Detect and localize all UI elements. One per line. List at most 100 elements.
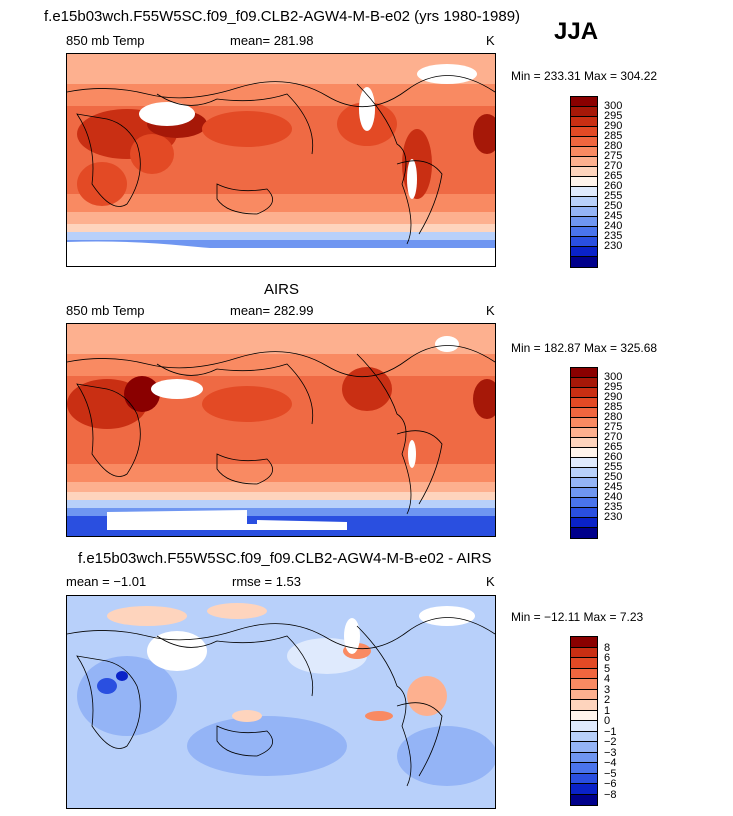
season-label: JJA [554,18,599,45]
cbar-label: 240 [604,491,623,503]
cbar-label: 250 [604,471,623,483]
colorbar-swatch [571,207,597,217]
colorbar-swatch [571,700,597,711]
panel3-colorbar [570,636,598,806]
cbar-label: 265 [604,170,623,182]
panel1-title: f.e15b03wch.F55W5SC.f09_f09.CLB2-AGW4-M-… [44,8,521,25]
cbar-label: −1 [604,726,617,738]
colorbar-swatch [571,147,597,157]
colorbar-swatch [571,197,597,207]
cbar-label: 4 [604,673,611,685]
panel1-colorbar [570,96,598,268]
colorbar-swatch [571,498,597,508]
colorbar-swatch [571,187,597,197]
colorbar-swatch [571,448,597,458]
colorbar-swatch [571,731,597,742]
cbar-label: 270 [604,431,623,443]
colorbar-swatch [571,710,597,721]
colorbar-swatch [571,742,597,753]
cbar-label: 260 [604,451,623,463]
colorbar-swatch [571,518,597,528]
cbar-label: 290 [604,120,623,132]
colorbar-swatch [571,763,597,774]
colorbar-swatch [571,752,597,763]
cbar-label: 245 [604,210,623,222]
cbar-label: 265 [604,441,623,453]
panel2-units-label: K [486,303,495,318]
cbar-label: 255 [604,190,623,202]
panel1-variable-label: 850 mb Temp [66,33,145,48]
colorbar-swatch [571,438,597,448]
panel1-map [66,53,496,267]
colorbar-swatch [571,217,597,227]
colorbar-swatch [571,478,597,488]
colorbar-swatch [571,157,597,167]
cbar-label: 255 [604,461,623,473]
cbar-label: 300 [604,371,623,383]
panel1-mean-label: mean= 281.98 [230,33,314,48]
colorbar-swatch [571,508,597,518]
colorbar-swatch [571,794,597,805]
cbar-label: 275 [604,150,623,162]
cbar-label: −3 [604,747,617,759]
cbar-label: 8 [604,642,611,654]
cbar-label: 250 [604,200,623,212]
colorbar-swatch [571,127,597,137]
colorbar-swatch [571,388,597,398]
panel3-title: f.e15b03wch.F55W5SC.f09_f09.CLB2-AGW4-M-… [78,550,492,567]
cbar-label: 0 [604,715,611,727]
cbar-label: 295 [604,381,623,393]
colorbar-swatch [571,689,597,700]
cbar-label: 300 [604,100,623,112]
cbar-label: 245 [604,481,623,493]
cbar-label: 230 [604,240,623,252]
cbar-label: 280 [604,140,623,152]
cbar-label: −6 [604,778,617,790]
colorbar-swatch [571,398,597,408]
colorbar-swatch [571,679,597,690]
cbar-label: 290 [604,391,623,403]
colorbar-swatch [571,647,597,658]
colorbar-swatch [571,488,597,498]
colorbar-swatch [571,107,597,117]
panel3-minmax: Min = −12.11 Max = 7.23 [511,610,644,624]
colorbar-swatch [571,408,597,418]
colorbar-swatch [571,237,597,247]
panel2-mean-label: mean= 282.99 [230,303,314,318]
cbar-label: 3 [604,684,611,696]
colorbar-swatch [571,97,597,107]
cbar-label: 260 [604,180,623,192]
colorbar-swatch [571,227,597,237]
cbar-label: 270 [604,160,623,172]
colorbar-swatch [571,167,597,177]
panel1-units-label: K [486,33,495,48]
panel1-minmax: Min = 233.31 Max = 304.22 [511,69,658,83]
colorbar-swatch [571,418,597,428]
panel3-units-label: K [486,574,495,589]
colorbar-swatch [571,773,597,784]
cbar-label: 275 [604,421,623,433]
cbar-label: 5 [604,663,611,675]
colorbar-swatch [571,137,597,147]
colorbar-swatch [571,528,597,538]
cbar-label: 240 [604,220,623,232]
cbar-label: 235 [604,501,623,513]
cbar-label: 280 [604,411,623,423]
panel2-minmax: Min = 182.87 Max = 325.68 [511,341,658,355]
panel2-title: AIRS [264,281,300,298]
colorbar-swatch [571,468,597,478]
cbar-label: 285 [604,401,623,413]
colorbar-swatch [571,784,597,795]
colorbar-swatch [571,428,597,438]
cbar-label: 6 [604,652,611,664]
panel3-rmse-label: rmse = 1.53 [232,574,302,589]
cbar-label: 235 [604,230,623,242]
colorbar-swatch [571,117,597,127]
cbar-label: 1 [604,705,611,717]
panel2-map [66,323,496,537]
colorbar-swatch [571,637,597,648]
panel3-map [66,595,496,809]
cbar-label: 295 [604,110,623,122]
cbar-label: −4 [604,757,617,769]
colorbar-swatch [571,668,597,679]
